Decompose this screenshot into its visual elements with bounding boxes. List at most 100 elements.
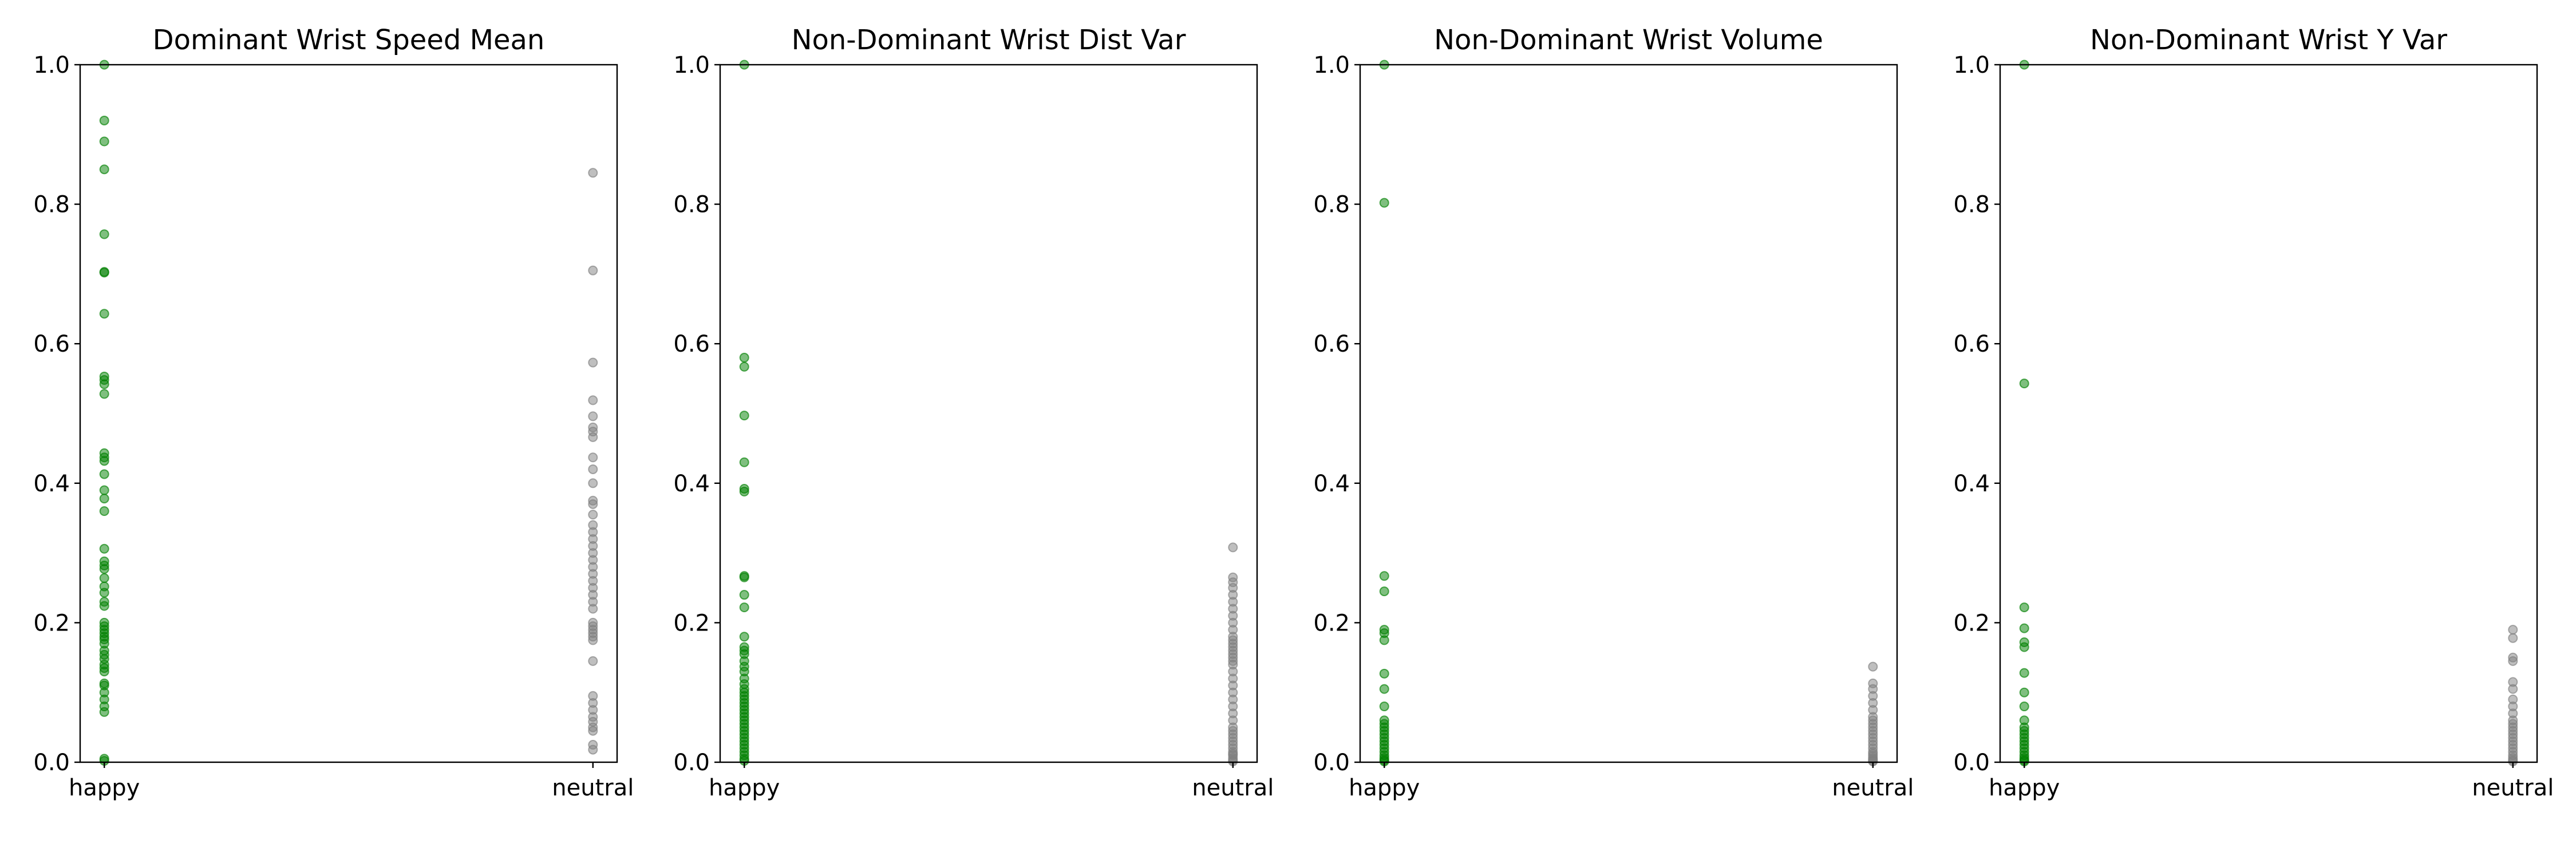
x-tick-label-happy: happy [1349, 775, 1420, 801]
point-happy [2019, 668, 2029, 678]
point-happy [99, 164, 109, 175]
point-neutral [588, 395, 598, 405]
y-tick-label: 1.0 [1313, 52, 1350, 78]
y-tick-label: 0.6 [673, 331, 710, 357]
point-happy [99, 309, 109, 319]
point-neutral [588, 357, 598, 368]
point-neutral [588, 604, 598, 614]
point-happy [1379, 586, 1389, 597]
point-neutral [588, 411, 598, 421]
y-tick-label: 0.0 [1953, 750, 1990, 776]
x-tick-label-neutral: neutral [552, 775, 634, 801]
point-happy [99, 115, 109, 125]
data-points [739, 60, 1238, 767]
x-tick-label-neutral: neutral [1192, 775, 1274, 801]
point-happy [739, 457, 749, 467]
x-tick-label-happy: happy [1989, 775, 2060, 801]
point-neutral [588, 432, 598, 442]
point-happy [99, 485, 109, 495]
subplot-non-dominant-wrist-y-var: Non-Dominant Wrist Y Var 0.0 0.2 0.4 0.6 0.8 1… [1953, 24, 2554, 801]
point-happy [2019, 687, 2029, 698]
y-tick-label: 1.0 [673, 52, 710, 78]
y-tick-label: 0.6 [1953, 331, 1990, 357]
axes-frame [1999, 64, 2538, 763]
point-happy [1379, 668, 1389, 679]
point-happy [99, 601, 109, 611]
point-happy [1379, 635, 1389, 645]
point-happy [99, 564, 109, 574]
data-points [2019, 60, 2518, 767]
subplot-non-dominant-wrist-dist-var: Non-Dominant Wrist Dist Var 0.0 0.2 0.4 0.6 0… [673, 24, 1274, 801]
point-happy [739, 361, 749, 372]
point-neutral [588, 510, 598, 520]
subplot-title: Non-Dominant Wrist Y Var [2090, 24, 2447, 56]
point-neutral [588, 168, 598, 178]
y-tick-label: 0.6 [1313, 331, 1350, 357]
y-tick-label: 1.0 [33, 52, 70, 78]
point-happy [99, 469, 109, 479]
point-happy [99, 543, 109, 554]
axes-frame [79, 64, 618, 763]
point-neutral [1228, 542, 1238, 553]
point-happy [99, 456, 109, 466]
point-happy [99, 707, 109, 717]
axes-frame [1359, 64, 1898, 763]
point-happy [99, 667, 109, 677]
axes-frame [719, 64, 1258, 763]
x-tick-label-happy: happy [709, 775, 780, 801]
point-neutral [588, 635, 598, 645]
y-tick-label: 0.8 [1313, 192, 1350, 218]
point-neutral [588, 744, 598, 755]
y-tick-label: 1.0 [1953, 52, 1990, 78]
data-points [1379, 60, 1878, 767]
point-neutral [588, 265, 598, 275]
point-happy [739, 572, 749, 582]
y-tick-label: 0.8 [673, 192, 710, 218]
point-neutral [2508, 625, 2518, 635]
y-tick-label: 0.4 [1313, 471, 1350, 497]
point-neutral [588, 452, 598, 463]
point-happy [99, 573, 109, 583]
point-happy [739, 632, 749, 642]
point-happy [2019, 602, 2029, 613]
point-happy [739, 590, 749, 600]
point-neutral [2508, 684, 2518, 694]
point-happy [99, 229, 109, 239]
point-happy [1379, 702, 1389, 712]
point-happy [739, 411, 749, 421]
x-tick-label-happy: happy [69, 775, 140, 801]
point-happy [1379, 571, 1389, 581]
y-tick-label: 0.4 [673, 471, 710, 497]
point-happy [2019, 623, 2029, 633]
point-happy [99, 494, 109, 504]
point-happy [99, 379, 109, 389]
point-happy [1379, 198, 1389, 208]
point-neutral [588, 478, 598, 488]
point-neutral [588, 464, 598, 474]
subplot-non-dominant-wrist-volume: Non-Dominant Wrist Volume 0.0 0.2 0.4 0.6 0.8… [1313, 24, 1914, 801]
point-happy [1379, 684, 1389, 694]
y-tick-label: 0.0 [673, 750, 710, 776]
point-neutral [2508, 633, 2518, 643]
subplot-title: Non-Dominant Wrist Dist Var [792, 24, 1186, 56]
y-tick-label: 0.4 [33, 471, 70, 497]
point-happy [99, 588, 109, 598]
subplot-title: Non-Dominant Wrist Volume [1434, 24, 1823, 56]
point-happy [99, 506, 109, 517]
point-happy [99, 136, 109, 147]
y-tick-label: 0.2 [33, 610, 70, 636]
y-tick-label: 0.4 [1953, 471, 1990, 497]
point-happy [99, 389, 109, 399]
point-happy [739, 353, 749, 363]
point-neutral [1868, 661, 1878, 672]
point-neutral [2508, 656, 2518, 666]
subplot-dominant-wrist-speed-mean: Dominant Wrist Speed Mean 0.0 0.2 0.4 0.6 0.8… [33, 24, 634, 801]
x-tick-label-neutral: neutral [1832, 775, 1914, 801]
point-happy [739, 602, 749, 613]
point-happy [2019, 702, 2029, 712]
subplot-title: Dominant Wrist Speed Mean [153, 24, 545, 56]
point-happy [99, 267, 109, 278]
point-neutral [588, 726, 598, 736]
